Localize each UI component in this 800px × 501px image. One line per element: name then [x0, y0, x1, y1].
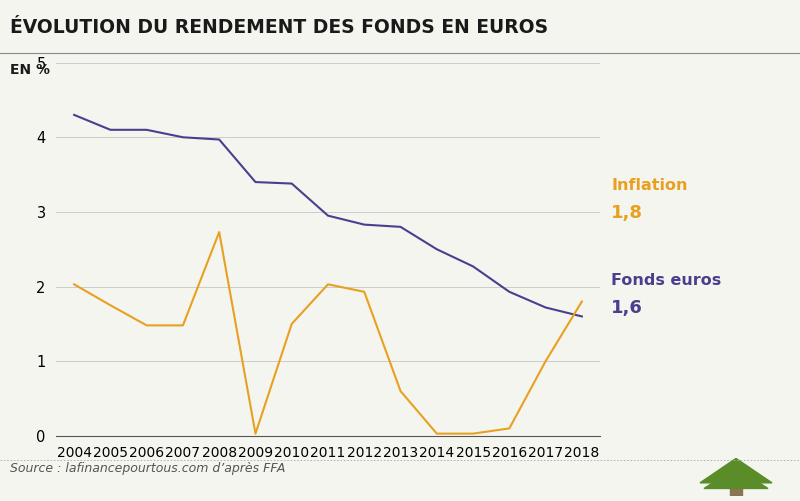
- Text: Inflation: Inflation: [611, 178, 688, 193]
- Bar: [730, 485, 742, 496]
- Polygon shape: [700, 458, 772, 483]
- Text: Fonds euros: Fonds euros: [611, 273, 722, 288]
- Text: ÉVOLUTION DU RENDEMENT DES FONDS EN EUROS: ÉVOLUTION DU RENDEMENT DES FONDS EN EURO…: [10, 18, 549, 37]
- Text: 1,8: 1,8: [611, 204, 643, 222]
- Text: Source : lafinancepourtous.com d’après FFA: Source : lafinancepourtous.com d’après F…: [10, 462, 286, 475]
- Polygon shape: [704, 468, 768, 488]
- Text: EN %: EN %: [10, 63, 50, 77]
- Text: 1,6: 1,6: [611, 299, 643, 317]
